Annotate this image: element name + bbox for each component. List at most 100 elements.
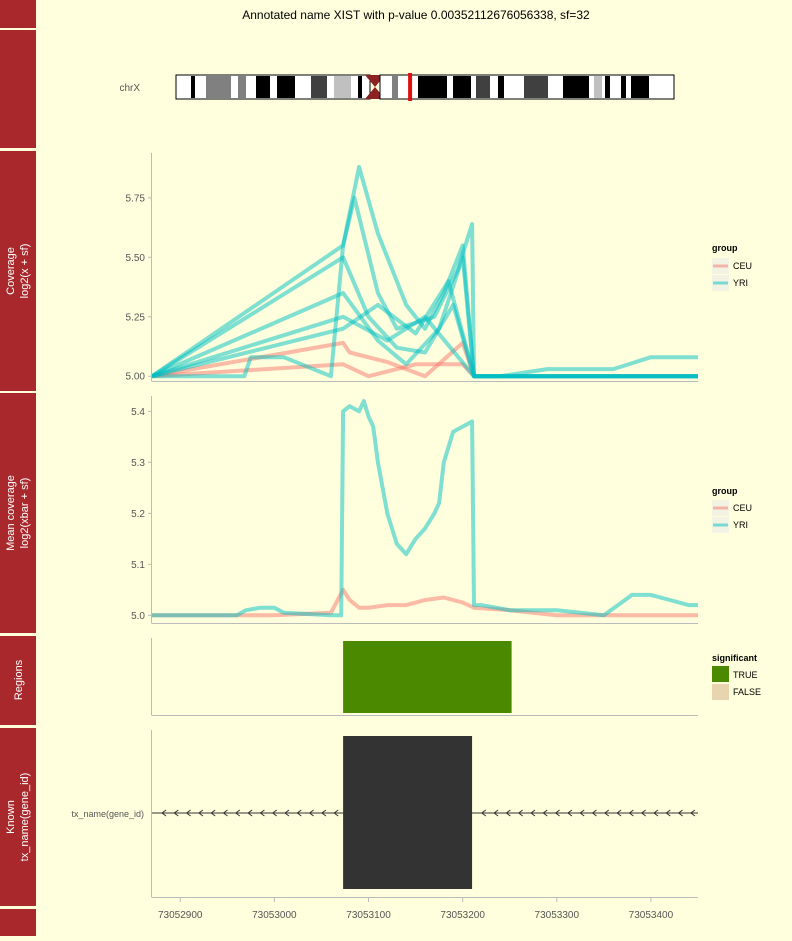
panel-frames <box>151 153 698 898</box>
x-tick-label-0: 73052900 <box>158 910 203 921</box>
known-strip-label-2: tx_name(gene_id) <box>19 773 31 862</box>
strip-regions <box>0 636 36 725</box>
band-q6 <box>524 76 548 98</box>
known-track-label: tx_name(gene_id) <box>71 809 144 819</box>
strand-arrow-2 <box>185 809 191 817</box>
ideogram-chrom-label: chrX <box>119 83 140 94</box>
band-q9 <box>605 76 610 98</box>
strand-arrow-16 <box>493 809 499 817</box>
mean-y-tick-label-0: 5.4 <box>131 407 145 418</box>
known-track <box>152 736 698 889</box>
strand-arrow-23 <box>579 809 585 817</box>
region-bar-0 <box>343 641 512 713</box>
band-q11 <box>631 76 649 98</box>
mean-legend-yri: YRI <box>733 520 748 530</box>
exon-0 <box>343 736 473 889</box>
mean-line-ceu-1 <box>152 587 698 618</box>
ideogram-position-marker <box>408 73 413 101</box>
strand-arrow-12 <box>308 809 314 817</box>
strand-arrow-8 <box>259 809 265 817</box>
x-axis-ticks: 73052900 73053000 73053100 73053200 73053300… <box>158 898 674 921</box>
band-q8 <box>594 76 602 98</box>
strand-arrow-5 <box>222 809 228 817</box>
strand-arrow-25 <box>603 809 610 817</box>
band-q10 <box>621 76 626 98</box>
regions-legend-true: TRUE <box>733 670 758 680</box>
strand-arrow-1 <box>173 809 179 817</box>
mean-line-yri-0 <box>152 399 698 618</box>
mean-strip-label-2: log2(xbar + sf) <box>19 478 31 549</box>
regions-legend-key-true <box>712 666 729 682</box>
band-p7 <box>334 76 351 98</box>
strand-arrow-10 <box>284 809 290 817</box>
band-p1 <box>191 76 195 98</box>
strand-arrow-9 <box>271 809 277 817</box>
coverage-legend-ceu: CEU <box>733 261 752 271</box>
mean-y-ticks: 5.4 5.3 5.2 5.1 5.0 <box>131 407 152 622</box>
coverage-line-yri-0 <box>152 164 698 379</box>
band-p4 <box>256 76 270 98</box>
x-tick-label-4: 73053300 <box>535 910 580 921</box>
x-tick-label-3: 73053200 <box>440 910 485 921</box>
coverage-lines <box>152 164 698 379</box>
regions-legend-title: significant <box>712 653 757 663</box>
coverage-y-tick-label-1: 5.50 <box>126 253 146 264</box>
strip-coverage <box>0 151 36 391</box>
strip-title <box>0 0 36 28</box>
coverage-legend-title: group <box>712 243 738 253</box>
strand-arrow-32 <box>690 809 696 817</box>
strand-arrow-31 <box>677 809 683 817</box>
regions-legend-false: FALSE <box>733 687 761 697</box>
band-q3 <box>453 76 471 98</box>
strand-arrow-13 <box>321 809 327 817</box>
mean-y-tick-label-3: 5.1 <box>131 560 145 571</box>
strand-arrow-19 <box>530 809 536 817</box>
mean-strip-label-1: Mean coverage <box>5 475 17 551</box>
coverage-y-tick-label-0: 5.75 <box>126 193 146 204</box>
x-tick-label-5: 73053400 <box>629 910 674 921</box>
band-q2 <box>418 76 447 98</box>
strip-ideogram <box>0 30 36 148</box>
band-q4 <box>476 76 490 98</box>
strand-arrow-7 <box>247 809 253 817</box>
regions-strip-label: Regions <box>13 659 25 700</box>
strand-arrow-27 <box>628 809 634 817</box>
regions-bars <box>343 641 512 713</box>
coverage-strip-label-2: log2(x + sf) <box>19 244 31 299</box>
band-q5 <box>498 76 504 98</box>
mean-y-tick-label-2: 5.2 <box>131 509 145 520</box>
strand-arrow-3 <box>198 809 204 817</box>
strand-arrow-18 <box>517 809 523 817</box>
strand-arrow-21 <box>554 809 560 817</box>
strand-arrow-15 <box>480 809 487 817</box>
coverage-y-tick-label-3: 5.00 <box>126 372 146 383</box>
ideogram-p-arm <box>175 74 371 100</box>
strand-arrow-0 <box>161 809 167 817</box>
coverage-y-tick-label-2: 5.25 <box>126 312 146 323</box>
strand-arrow-22 <box>567 809 573 817</box>
strip-mean <box>0 393 36 633</box>
band-p2 <box>206 76 231 98</box>
strand-arrow-14 <box>333 809 339 817</box>
mean-legend-ceu: CEU <box>733 503 752 513</box>
strand-arrow-29 <box>653 809 659 817</box>
coverage-strip-label-1: Coverage <box>5 247 17 295</box>
strand-arrow-30 <box>665 809 671 817</box>
strand-arrow-4 <box>210 809 216 817</box>
mean-legend: group CEU YRI <box>712 486 752 533</box>
known-strip-label-1: Known <box>5 800 17 834</box>
mean-lines <box>152 399 698 618</box>
x-tick-label-2: 73053100 <box>346 910 391 921</box>
band-p8 <box>358 76 362 98</box>
band-p3 <box>238 76 246 98</box>
x-tick-label-1: 73053000 <box>252 910 297 921</box>
mean-y-tick-label-4: 5.0 <box>131 611 145 622</box>
strip-column: Coverage log2(x + sf) Mean coverage log2… <box>0 0 36 936</box>
regions-legend-key-false <box>712 684 729 700</box>
strand-arrow-28 <box>640 809 646 817</box>
coverage-line-yri-5 <box>152 314 698 379</box>
ideogram-q-arm <box>379 74 675 100</box>
band-p6 <box>311 76 327 98</box>
